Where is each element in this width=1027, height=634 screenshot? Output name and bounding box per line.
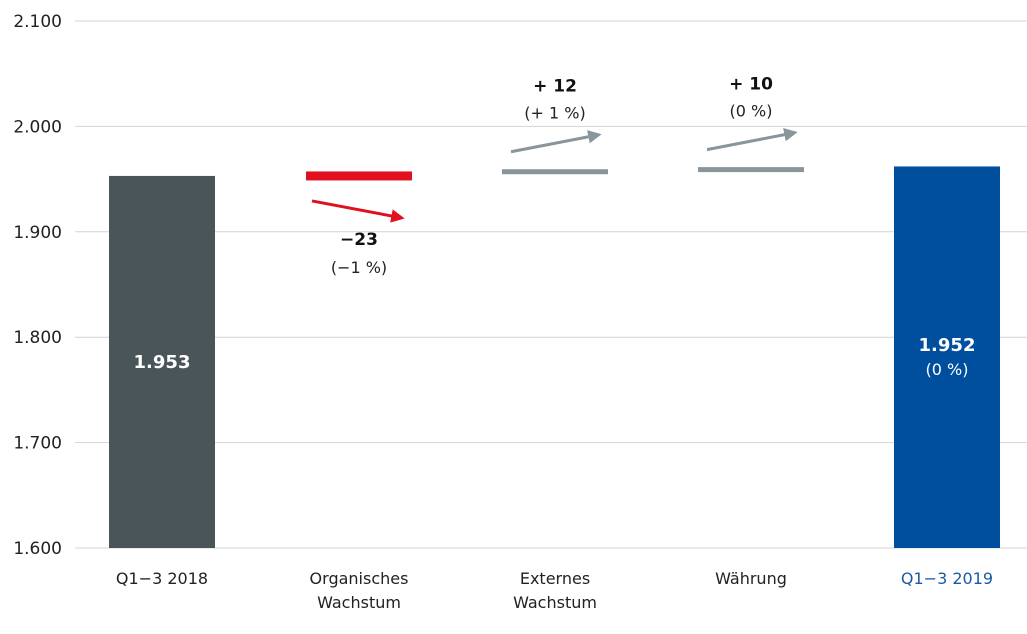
bar-value-label: 1.953 (134, 352, 191, 373)
x-tick-label: Q1−3 2018 (116, 569, 208, 588)
data-labels: 1.953 −23 (−1 %) + 12 (+ 1 %) + 10 (0 %) 1.952 (… (134, 75, 976, 380)
bar-value-label: 1.952 (919, 335, 976, 356)
gridlines (75, 20, 1027, 549)
delta-level-bar (698, 167, 804, 173)
delta-value-label: −23 (340, 230, 378, 250)
delta-percent-label: (0 %) (730, 102, 773, 121)
delta-percent-label: (+ 1 %) (524, 104, 585, 123)
increase-arrow (510, 130, 602, 154)
y-tick-label: 1.700 (13, 434, 62, 454)
y-axis-ticks: 1.600 1.700 1.800 1.900 2.000 2.100 (13, 12, 62, 559)
total-bar (894, 166, 1000, 548)
delta-value-label: + 10 (729, 75, 773, 95)
x-tick-label: Wachstum (317, 593, 401, 612)
x-tick-label: Wachstum (513, 593, 597, 612)
y-tick-label: 1.600 (13, 539, 62, 559)
x-tick-label: Externes (520, 569, 590, 588)
total-bar (109, 175, 215, 549)
x-tick-label: Q1−3 2019 (901, 569, 993, 588)
decrease-arrow (311, 199, 405, 223)
y-tick-label: 2.100 (13, 12, 62, 32)
delta-value-label: + 12 (533, 77, 577, 97)
y-tick-label: 2.000 (13, 117, 62, 137)
x-axis-ticks: Q1−3 2018 Organisches Wachstum Externes Wach… (116, 569, 993, 612)
bars (109, 128, 1000, 549)
delta-level-bar (502, 169, 608, 175)
delta-percent-label: (−1 %) (331, 258, 387, 277)
increase-arrow (706, 128, 798, 152)
delta-level-bar (306, 171, 412, 181)
bar-change-label: (0 %) (926, 360, 969, 379)
x-tick-label: Währung (715, 569, 787, 588)
y-tick-label: 1.800 (13, 328, 62, 348)
x-tick-label: Organisches (310, 569, 409, 588)
y-tick-label: 1.900 (13, 223, 62, 243)
